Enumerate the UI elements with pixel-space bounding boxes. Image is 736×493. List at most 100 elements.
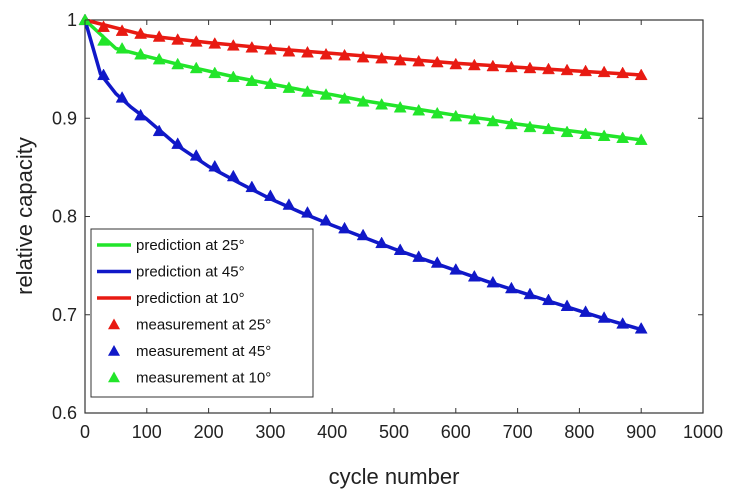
data-point [467, 112, 481, 125]
data-point [338, 92, 351, 104]
y-tick-label: 0.8 [52, 207, 77, 227]
data-point [616, 131, 630, 143]
data-point [412, 54, 426, 67]
data-point [97, 68, 110, 81]
data-point [245, 40, 259, 53]
data-point [115, 41, 129, 54]
data-point [263, 77, 277, 89]
axes-layer: 0 100 200 300 400 500 600 700 800 900 1000 0.6 0.7 0.… [52, 10, 723, 442]
legend-label: measurement at 25° [136, 317, 271, 334]
legend-box [90, 228, 314, 398]
legend-label: prediction at 25° [136, 237, 245, 254]
data-point [542, 62, 555, 75]
data-point [634, 133, 648, 145]
data-point [115, 24, 129, 36]
legend-marker-swatch [108, 345, 120, 356]
data-point [542, 122, 555, 135]
data-point [245, 74, 259, 86]
data-point [579, 127, 593, 140]
data-point [504, 117, 518, 130]
data-point [319, 47, 333, 60]
data-point [152, 124, 166, 137]
x-tick-label: 300 [255, 422, 285, 442]
x-tick-label: 400 [317, 422, 347, 442]
x-tick-label: 900 [626, 422, 656, 442]
x-tick-label: 500 [379, 422, 409, 442]
data-point [171, 33, 185, 45]
data-point [579, 305, 593, 317]
data-point [97, 20, 110, 32]
data-point [560, 63, 574, 76]
data-point [597, 129, 611, 141]
data-point [412, 250, 426, 262]
data-point [226, 39, 240, 51]
data-point [134, 108, 148, 121]
data-point [449, 109, 463, 122]
data-point [467, 269, 481, 282]
y-tick-label: 1 [67, 10, 77, 30]
x-tick-label: 0 [80, 422, 90, 442]
data-point [338, 48, 351, 61]
data-point [208, 159, 222, 172]
data-point [375, 97, 389, 110]
data-point [226, 70, 240, 83]
data-point [282, 81, 296, 93]
data-point [486, 275, 500, 288]
data-point [134, 47, 148, 60]
data-point [134, 27, 148, 39]
data-point [171, 57, 185, 70]
data-point [226, 169, 240, 182]
data-point [356, 50, 370, 63]
data-point [208, 37, 222, 49]
data-point [634, 68, 648, 81]
y-tick-label: 0.9 [52, 108, 77, 128]
data-point [319, 88, 333, 100]
y-tick-label: 0.6 [52, 403, 77, 423]
legend-label: prediction at 45° [136, 264, 245, 281]
x-tick-label: 600 [441, 422, 471, 442]
data-point [301, 206, 314, 218]
data-point [189, 61, 203, 74]
data-point [449, 57, 463, 70]
data-point [356, 228, 370, 241]
data-point [560, 125, 574, 138]
data-point [282, 44, 296, 57]
data-point [171, 137, 185, 149]
data-point [189, 35, 203, 47]
data-point [375, 51, 389, 64]
x-tick-label: 700 [503, 422, 533, 442]
series-layer [78, 13, 648, 334]
data-point [245, 180, 259, 193]
data-point [579, 64, 593, 77]
data-point [542, 293, 555, 306]
data-point [301, 85, 314, 97]
data-point [560, 299, 574, 311]
data-point [97, 34, 110, 46]
legend: prediction at 25° prediction at 45° predic… [90, 228, 314, 398]
data-point [152, 52, 166, 65]
data-point [393, 100, 407, 113]
data-point [449, 263, 463, 275]
data-point [634, 321, 648, 334]
data-point [338, 221, 351, 234]
x-tick-label: 800 [564, 422, 594, 442]
data-point [356, 95, 370, 107]
data-point [597, 311, 611, 323]
data-point [486, 59, 500, 72]
legend-marker-swatch [108, 371, 120, 383]
data-point [412, 103, 426, 116]
data-point [263, 189, 277, 201]
data-point [467, 58, 481, 71]
legend-label: prediction at 10° [136, 290, 245, 307]
data-point [523, 61, 537, 74]
legend-label: measurement at 10° [136, 370, 271, 387]
x-axis-title: cycle number [329, 464, 460, 489]
x-tick-label: 200 [194, 422, 224, 442]
data-point [430, 55, 444, 68]
data-point [152, 30, 166, 42]
data-point [301, 45, 314, 58]
y-tick-label: 0.7 [52, 305, 77, 325]
data-point [523, 287, 537, 300]
legend-marker-swatch [108, 318, 120, 330]
data-point [430, 256, 444, 268]
